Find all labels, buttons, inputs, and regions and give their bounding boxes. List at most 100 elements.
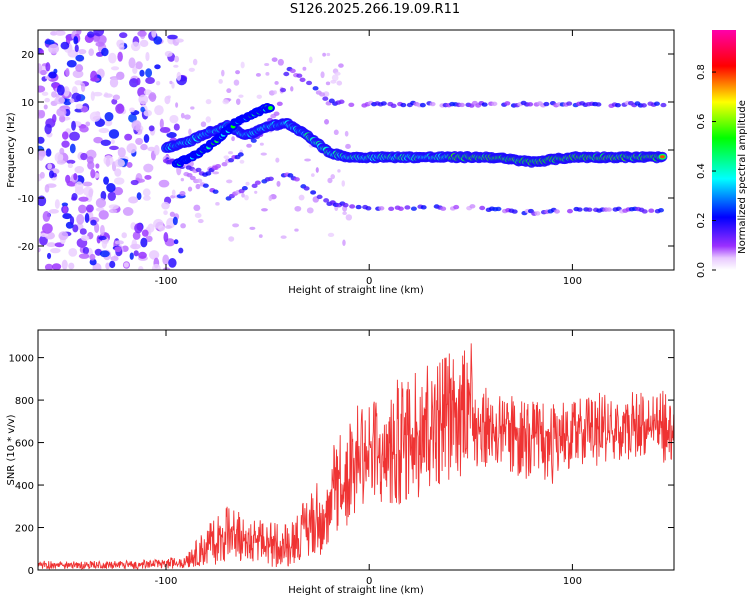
- noise-blob: [72, 224, 79, 233]
- colorbar: 0.0 0.2 0.4 0.6 0.8 Normalized spectral ampl…: [696, 30, 748, 278]
- noise-blob: [115, 103, 125, 114]
- noise-blob: [121, 232, 127, 239]
- track-blob: [237, 152, 244, 157]
- noise-blob: [331, 74, 339, 82]
- noise-blob: [306, 207, 314, 214]
- track-blob: [319, 92, 326, 97]
- noise-blob: [78, 196, 89, 202]
- snr-frame: [37, 329, 675, 571]
- track-blob: [390, 103, 397, 109]
- noise-blob: [114, 158, 125, 168]
- noise-blob: [326, 52, 331, 57]
- track-blob: [348, 102, 355, 107]
- noise-blob: [140, 143, 148, 151]
- noise-blob: [172, 216, 178, 226]
- track-blob: [586, 207, 593, 212]
- noise-blob: [46, 242, 57, 248]
- noise-blob: [148, 92, 157, 102]
- noise-blob: [226, 88, 232, 94]
- track-blob: [380, 101, 387, 106]
- noise-blob: [113, 177, 125, 185]
- noise-blob: [294, 205, 302, 212]
- colorbar-tick-label: 0.2: [696, 213, 707, 229]
- noise-blob: [232, 223, 240, 228]
- noise-blob: [42, 223, 53, 234]
- track-blob: [566, 208, 573, 214]
- noise-blob: [114, 168, 122, 177]
- noise-blob: [45, 148, 52, 157]
- track-blob: [338, 99, 345, 104]
- noise-blob: [89, 253, 96, 261]
- noise-blob: [114, 246, 122, 253]
- noise-blob: [84, 213, 90, 224]
- noise-blob: [48, 43, 60, 54]
- noise-blob: [133, 250, 139, 257]
- noise-blob: [68, 247, 78, 257]
- spectrogram-heatmap: [38, 30, 668, 270]
- track-blob: [283, 71, 290, 77]
- track-blob: [495, 206, 502, 212]
- noise-blob: [113, 187, 124, 196]
- noise-blob: [94, 222, 100, 233]
- y-tick-label: 200: [15, 524, 34, 535]
- y-tick-label: -10: [18, 194, 34, 205]
- noise-blob: [59, 147, 65, 155]
- noise-blob: [86, 156, 94, 164]
- noise-blob: [116, 39, 125, 48]
- x-tick-label: 0: [366, 276, 372, 287]
- noise-blob: [178, 247, 184, 254]
- noise-blob: [215, 202, 220, 206]
- noise-blob: [56, 84, 65, 96]
- noise-blob: [117, 51, 123, 62]
- noise-blob: [48, 209, 59, 214]
- track-blob: [293, 177, 300, 182]
- noise-blob: [260, 152, 267, 156]
- track-blob: [595, 102, 602, 107]
- noise-blob: [145, 68, 153, 78]
- track-blob: [316, 194, 323, 200]
- noise-blob: [54, 96, 65, 105]
- noise-blob: [192, 58, 198, 66]
- noise-blob: [69, 131, 80, 141]
- track-blob: [202, 183, 209, 188]
- noise-blob: [197, 219, 204, 224]
- noise-blob: [330, 174, 335, 180]
- track-blob: [195, 167, 202, 173]
- noise-blob: [169, 211, 175, 217]
- track-blob: [196, 178, 203, 184]
- noise-blob: [66, 159, 76, 164]
- noise-blob: [228, 236, 235, 242]
- noise-blob: [327, 232, 335, 238]
- noise-blob: [221, 69, 225, 77]
- noise-blob: [308, 56, 313, 64]
- noise-blob: [132, 66, 138, 75]
- noise-blob: [159, 127, 171, 133]
- noise-blob: [261, 208, 268, 212]
- noise-blob: [76, 214, 85, 225]
- noise-blob: [136, 192, 142, 201]
- noise-blob: [104, 119, 113, 127]
- track-blob: [287, 173, 294, 178]
- noise-blob: [155, 80, 161, 86]
- track-blob: [576, 207, 583, 212]
- noise-blob: [246, 143, 252, 148]
- noise-blob: [311, 173, 315, 177]
- noise-blob: [105, 157, 111, 168]
- noise-blob: [280, 235, 287, 239]
- noise-blob: [54, 199, 60, 209]
- noise-blob: [151, 263, 161, 270]
- noise-blob: [72, 69, 84, 79]
- noise-blob: [190, 106, 195, 110]
- noise-blob: [164, 50, 173, 57]
- noise-blob: [166, 132, 177, 139]
- secondary-track: [183, 171, 664, 216]
- noise-blob: [79, 125, 89, 133]
- track-blob: [504, 101, 511, 106]
- noise-blob: [38, 247, 41, 253]
- noise-blob: [256, 94, 262, 99]
- noise-blob: [245, 181, 250, 186]
- noise-blob: [71, 120, 76, 131]
- noise-blob: [123, 262, 129, 268]
- noise-blob: [290, 86, 294, 92]
- noise-blob: [85, 121, 91, 127]
